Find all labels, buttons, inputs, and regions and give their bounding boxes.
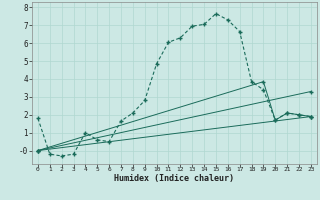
X-axis label: Humidex (Indice chaleur): Humidex (Indice chaleur) — [115, 174, 234, 183]
